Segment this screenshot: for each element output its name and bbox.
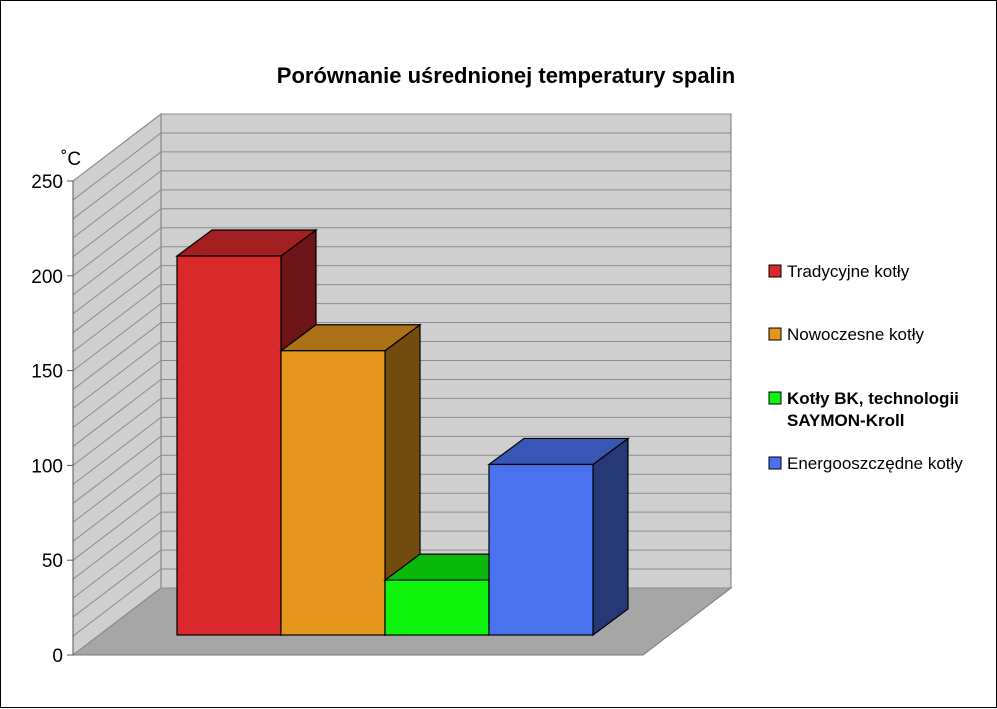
gridline-side [72, 568, 162, 637]
gridline-side [72, 113, 162, 182]
gridline-side [72, 189, 162, 258]
gridline-side [72, 303, 162, 371]
legend-swatch [768, 456, 782, 470]
chart-title: Porównanie uśrednionej temperatury spali… [277, 63, 735, 88]
legend-label-line: Kotły BK, technologii [787, 389, 959, 408]
gridline-side [72, 398, 162, 466]
y-axis-unit-label: ˚C [61, 149, 81, 170]
bar-front [488, 463, 594, 636]
bar-side [592, 437, 629, 637]
gridline-side [72, 454, 162, 523]
gridline-side [72, 435, 162, 504]
bar-front [176, 255, 282, 636]
y-tick-label: 250 [31, 172, 63, 193]
gridline-side [72, 530, 162, 599]
legend-label: Energooszczędne kotły [787, 454, 963, 473]
gridline-side [72, 416, 162, 485]
gridline-side [72, 208, 162, 277]
gridline-side [72, 511, 162, 580]
gridline-side [72, 132, 162, 201]
y-axis: 0 50 100 150 200 250 [31, 172, 74, 667]
y-tick-label: 150 [31, 362, 63, 383]
gridline-side [72, 549, 162, 618]
legend-label: Nowoczesne kotły [787, 325, 925, 344]
legend-label-line: SAYMON-Kroll [787, 411, 904, 430]
legend: Tradycyjne kotły Nowoczesne kotły Kotły BK… [768, 262, 963, 473]
y-tick-label: 0 [52, 646, 63, 667]
gridline-side [72, 492, 162, 561]
gridline-side [72, 379, 162, 447]
gridline-side [72, 151, 162, 220]
y-tick-label: 100 [31, 456, 63, 477]
gridline-side [72, 587, 162, 656]
gridline-side [72, 473, 162, 542]
bar-4 [487, 437, 630, 637]
legend-item-1: Tradycyjne kotły [768, 262, 910, 281]
gridline-side [72, 170, 162, 239]
legend-swatch [768, 264, 782, 278]
y-tick-label: 200 [31, 267, 63, 288]
gridline-side [72, 284, 162, 353]
legend-label: Kotły BK, technologii SAYMON-Kroll [787, 389, 959, 430]
legend-swatch [768, 327, 782, 341]
legend-swatch [768, 391, 782, 405]
gridline-side [72, 322, 162, 390]
bar-front [384, 579, 490, 636]
bar-front [280, 350, 386, 636]
gridline-side [72, 360, 162, 428]
gridline-side [72, 227, 162, 296]
gridline-side [72, 265, 162, 334]
legend-item-2: Nowoczesne kotły [768, 325, 925, 344]
bar-2 [279, 323, 422, 637]
y-tick-label: 50 [42, 551, 63, 572]
gridline-side [72, 246, 162, 315]
legend-item-3: Kotły BK, technologii SAYMON-Kroll [768, 389, 959, 430]
legend-item-4: Energooszczędne kotły [768, 454, 963, 473]
legend-label: Tradycyjne kotły [787, 262, 910, 281]
side-wall [72, 112, 162, 657]
bars [175, 228, 630, 637]
gridline-side [72, 341, 162, 409]
